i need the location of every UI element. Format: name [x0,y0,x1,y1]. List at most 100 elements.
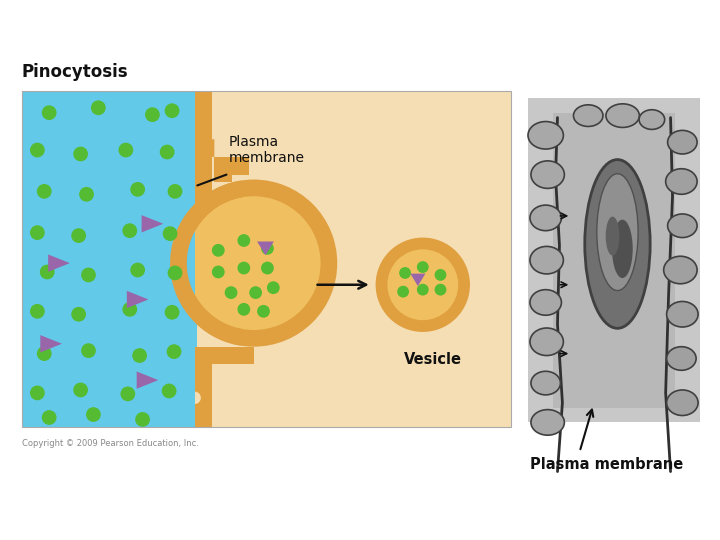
Circle shape [119,143,133,158]
Circle shape [238,303,251,316]
Circle shape [40,265,55,279]
Ellipse shape [667,347,696,370]
Ellipse shape [666,168,697,194]
Ellipse shape [528,122,563,149]
Polygon shape [170,180,243,346]
Polygon shape [257,241,274,255]
Circle shape [212,266,225,278]
Ellipse shape [530,328,563,355]
Circle shape [165,305,179,320]
Circle shape [73,146,88,161]
Circle shape [37,346,52,361]
Circle shape [249,286,262,299]
Wedge shape [186,372,194,389]
Ellipse shape [530,246,563,274]
Circle shape [132,348,147,363]
Ellipse shape [612,220,633,278]
Ellipse shape [530,205,562,231]
Wedge shape [194,386,207,410]
Ellipse shape [597,174,638,291]
Circle shape [186,196,320,330]
Circle shape [37,184,52,199]
Circle shape [79,187,94,201]
Ellipse shape [664,256,697,284]
Circle shape [238,262,251,274]
Circle shape [73,382,88,397]
Circle shape [417,261,428,273]
Ellipse shape [585,160,650,328]
Circle shape [30,143,45,158]
FancyBboxPatch shape [215,157,232,183]
Circle shape [261,262,274,274]
Text: Copyright © 2009 Pearson Education, Inc.: Copyright © 2009 Pearson Education, Inc. [22,439,199,448]
Circle shape [238,234,251,247]
Circle shape [397,286,409,298]
Polygon shape [142,215,163,232]
Circle shape [71,228,86,243]
Ellipse shape [639,110,665,130]
FancyBboxPatch shape [528,98,700,422]
Circle shape [257,305,270,318]
Circle shape [130,182,145,197]
FancyBboxPatch shape [552,113,675,408]
Polygon shape [48,254,70,272]
Circle shape [71,307,86,322]
Circle shape [225,286,238,299]
Circle shape [165,103,179,118]
Circle shape [267,281,280,294]
Ellipse shape [530,289,562,315]
Ellipse shape [531,410,564,435]
FancyBboxPatch shape [194,347,253,364]
FancyBboxPatch shape [194,364,212,380]
Circle shape [168,266,182,280]
FancyBboxPatch shape [22,91,194,427]
Circle shape [170,179,337,347]
FancyBboxPatch shape [194,380,212,398]
Text: Pinocytosis: Pinocytosis [22,63,128,81]
Circle shape [160,145,174,159]
Circle shape [30,304,45,319]
Ellipse shape [606,104,639,127]
Circle shape [86,407,101,422]
Circle shape [435,284,446,295]
Circle shape [376,238,470,332]
Circle shape [212,244,225,256]
Circle shape [163,226,177,241]
Polygon shape [137,372,158,389]
FancyBboxPatch shape [215,157,248,174]
Circle shape [435,269,446,281]
Ellipse shape [667,301,698,327]
Circle shape [162,383,176,399]
Circle shape [166,344,181,359]
Polygon shape [127,291,148,308]
Text: Vesicle: Vesicle [404,352,462,367]
Ellipse shape [606,217,619,255]
Circle shape [261,242,274,255]
Wedge shape [197,139,215,157]
Circle shape [30,225,45,240]
Text: Plasma
membrane: Plasma membrane [229,134,305,165]
Circle shape [30,386,45,400]
Circle shape [122,302,137,316]
Circle shape [417,284,428,295]
Ellipse shape [573,105,603,126]
FancyBboxPatch shape [194,398,212,427]
Circle shape [120,387,135,401]
Circle shape [81,343,96,358]
Polygon shape [40,335,62,353]
Circle shape [387,249,458,320]
FancyBboxPatch shape [22,91,197,427]
Text: Plasma membrane: Plasma membrane [530,457,683,472]
Circle shape [42,105,57,120]
Ellipse shape [531,372,560,395]
Circle shape [135,412,150,427]
Ellipse shape [531,161,564,188]
Circle shape [145,107,160,122]
Circle shape [168,184,182,199]
Circle shape [81,267,96,282]
FancyBboxPatch shape [22,91,511,427]
Wedge shape [177,362,194,398]
Circle shape [91,100,106,115]
Circle shape [130,262,145,278]
Ellipse shape [667,130,697,154]
